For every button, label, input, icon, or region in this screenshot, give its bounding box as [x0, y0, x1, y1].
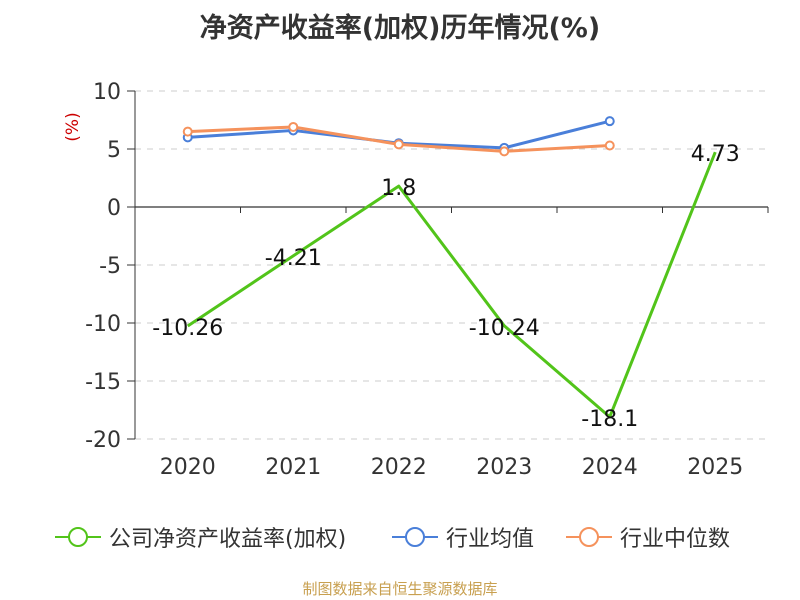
data-label: -10.26: [152, 316, 223, 341]
data-point: [604, 116, 615, 127]
x-tick-label: 2024: [582, 455, 638, 480]
series-lines: [182, 116, 717, 419]
legend-marker-icon: [55, 527, 101, 547]
data-point: [182, 126, 193, 137]
axes: 10 5 0 -5 -10 -15 -20 2020 2021 2022 2023 2024 2025 (…: [63, 80, 769, 480]
y-tick-label: -15: [85, 370, 121, 395]
grid-lines: [135, 90, 768, 440]
data-point: [499, 146, 510, 157]
data-labels: -10.26 -4.21 1.8 -10.24 -18.1 4.73: [152, 142, 739, 432]
y-tick-label: -10: [85, 312, 121, 337]
y-axis-label: (%): [63, 112, 83, 141]
chart-title: 净资产收益率(加权)历年情况(%): [199, 13, 601, 44]
y-tick-label: 10: [93, 80, 121, 105]
legend-item-industry-median[interactable]: 行业中位数: [566, 519, 730, 555]
data-label: -10.24: [469, 316, 540, 341]
legend-label: 行业均值: [446, 527, 535, 552]
x-tick-label: 2023: [476, 455, 532, 480]
y-tick-label: -20: [85, 428, 121, 453]
x-tick-label: 2021: [265, 455, 321, 480]
source-note: 制图数据来自恒生聚源数据库: [302, 580, 498, 598]
y-tick-label: -5: [99, 254, 121, 279]
legend-label: 行业中位数: [620, 527, 731, 552]
data-label: -18.1: [581, 407, 638, 432]
legend-marker-icon: [566, 527, 612, 547]
legend-marker-icon: [392, 527, 438, 547]
data-point: [604, 140, 615, 151]
data-point: [393, 139, 404, 150]
y-tick-label: 5: [107, 138, 121, 163]
data-label: -4.21: [265, 246, 322, 271]
legend: 公司净资产收益率(加权) 行业均值 行业中位数: [0, 519, 800, 555]
legend-item-industry-avg[interactable]: 行业均值: [392, 519, 534, 555]
data-point: [288, 121, 299, 132]
x-tick-label: 2020: [160, 455, 216, 480]
legend-item-company[interactable]: 公司净资产收益率(加权): [55, 519, 346, 555]
y-tick-label: 0: [107, 196, 121, 221]
legend-label: 公司净资产收益率(加权): [109, 527, 347, 552]
data-label: 1.8: [381, 176, 416, 201]
x-tick-label: 2025: [687, 455, 743, 480]
data-label: 4.73: [691, 142, 740, 167]
series-line: [186, 151, 717, 419]
x-tick-label: 2022: [371, 455, 427, 480]
